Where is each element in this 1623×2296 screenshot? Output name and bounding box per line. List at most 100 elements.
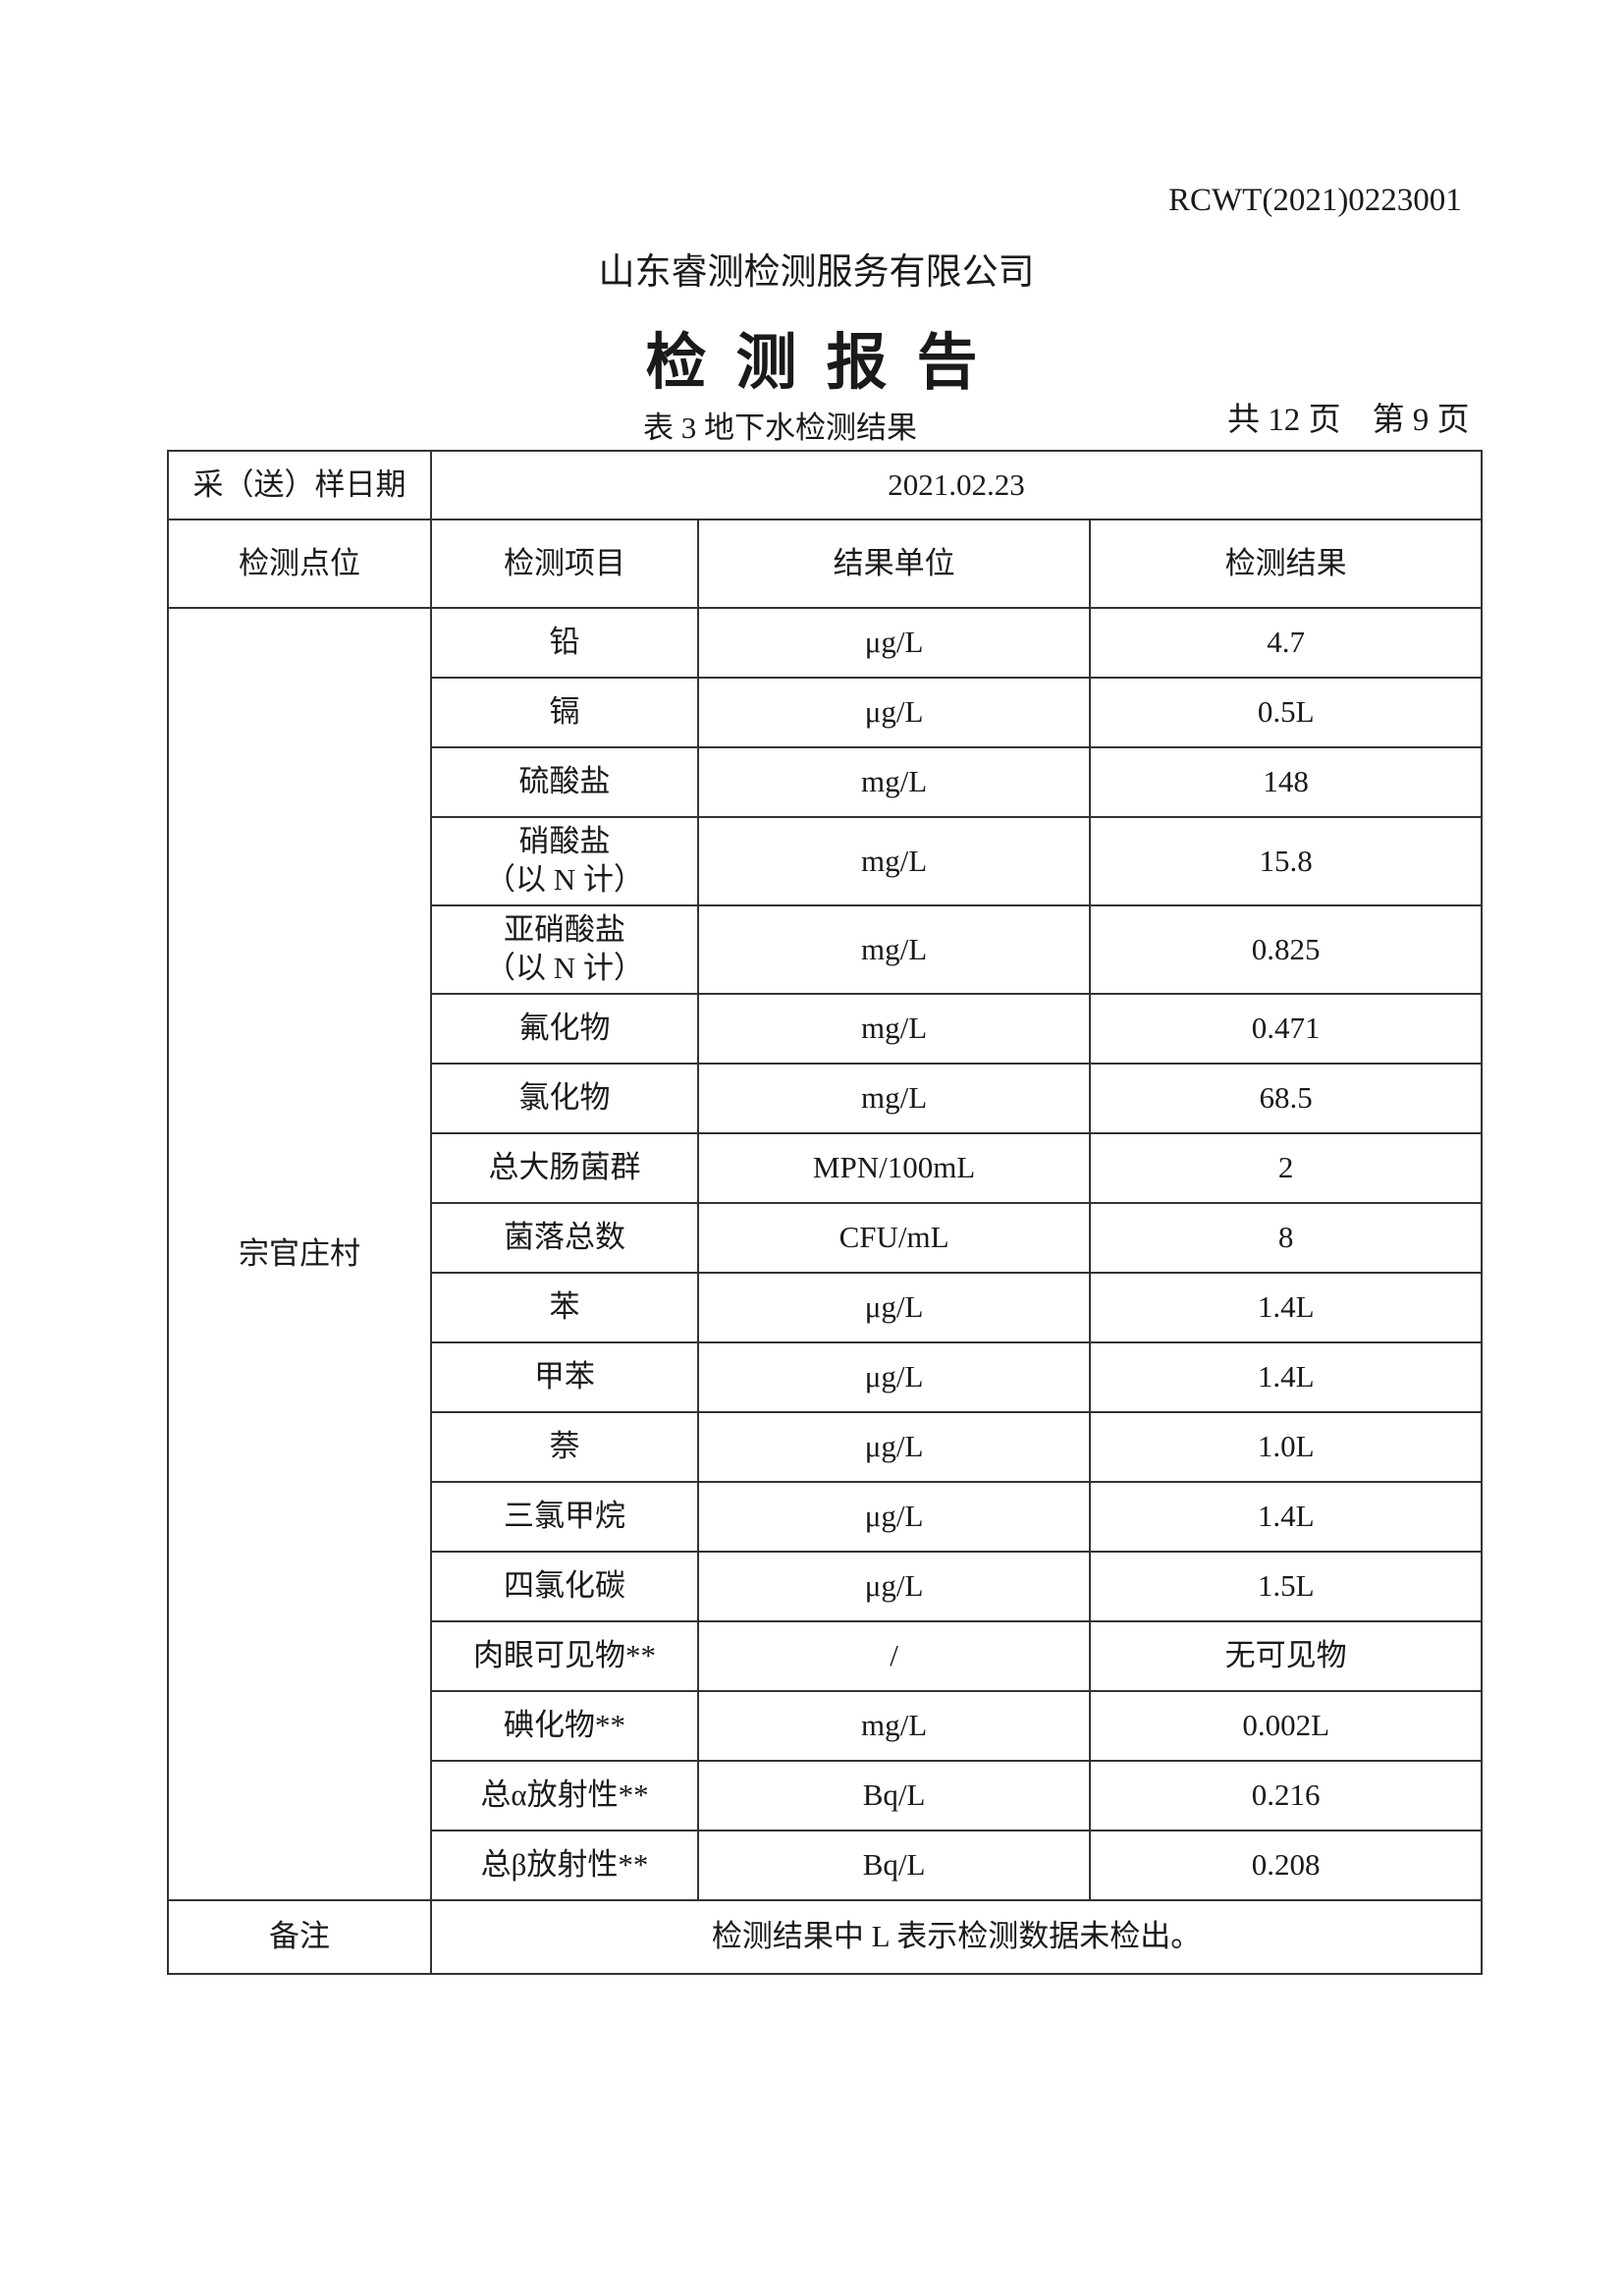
result-cell: 0.002L: [1089, 1690, 1483, 1762]
table-row: 总α放射性** Bq/L 0.216: [168, 1760, 1483, 1831]
report-number: RCWT(2021)0223001: [1168, 183, 1462, 218]
result-cell: 8: [1089, 1202, 1483, 1274]
unit-cell: μg/L: [696, 1481, 1092, 1553]
unit-cell: mg/L: [696, 816, 1092, 906]
item-name: 肉眼可见物**: [472, 1638, 656, 1673]
item-cell: 氟化物: [430, 993, 699, 1065]
remark-label: 备注: [166, 1899, 433, 1975]
item-name: 三氯甲烷: [503, 1499, 625, 1534]
item-name: 萘: [549, 1429, 580, 1464]
table-row: 氯化物 mg/L 68.5: [168, 1063, 1483, 1134]
item-cell: 碘化物**: [430, 1690, 699, 1762]
table-row: 总大肠菌群 MPN/100mL 2: [168, 1132, 1483, 1204]
result-cell: 1.0L: [1089, 1411, 1483, 1483]
company-name: 山东睿测检测服务有限公司: [598, 252, 1035, 293]
item-cell: 肉眼可见物**: [430, 1620, 699, 1692]
item-name: 硝酸盐: [518, 824, 611, 859]
item-cell: 硫酸盐: [430, 746, 699, 818]
result-cell: 0.5L: [1089, 677, 1483, 748]
item-name: 总大肠菌群: [488, 1150, 641, 1185]
result-cell: 15.8: [1089, 816, 1483, 906]
result-cell: 0.471: [1089, 993, 1483, 1065]
item-cell: 镉: [430, 677, 699, 748]
column-header-unit: 结果单位: [696, 519, 1092, 609]
item-name: 硫酸盐: [518, 764, 611, 799]
result-cell: 0.825: [1089, 904, 1483, 995]
item-name: 苯: [549, 1289, 580, 1325]
unit-cell: mg/L: [696, 993, 1092, 1065]
column-header-item: 检测项目: [430, 519, 699, 609]
unit-cell: mg/L: [696, 1063, 1092, 1134]
table-row: 三氯甲烷 μg/L 1.4L: [168, 1481, 1483, 1553]
result-cell: 2: [1089, 1132, 1483, 1204]
result-cell: 1.4L: [1089, 1481, 1483, 1553]
page-info: 共 12 页第 9 页: [1227, 393, 1470, 440]
unit-cell: mg/L: [696, 746, 1092, 818]
sampling-date-label: 采（送）样日期: [166, 450, 433, 520]
item-name: 四氯化碳: [503, 1568, 625, 1604]
item-cell: 四氯化碳: [430, 1551, 699, 1622]
table-row: 肉眼可见物** / 无可见物: [168, 1620, 1483, 1692]
item-cell: 总α放射性**: [430, 1760, 699, 1831]
item-name: 镉: [549, 694, 580, 730]
item-cell: 萘: [430, 1411, 699, 1483]
item-name: 氯化物: [518, 1080, 611, 1116]
result-cell: 68.5: [1089, 1063, 1483, 1134]
table-row: 硝酸盐 （以 N 计） mg/L 15.8: [168, 816, 1483, 906]
item-name: 氟化物: [518, 1011, 611, 1046]
result-cell: 1.5L: [1089, 1551, 1483, 1622]
result-cell: 0.208: [1089, 1830, 1483, 1901]
remark-text: 检测结果中 L 表示检测数据未检出。: [430, 1899, 1483, 1975]
unit-cell: CFU/mL: [696, 1202, 1092, 1274]
table-caption: 表 3 地下水检测结果: [643, 410, 917, 445]
unit-cell: μg/L: [696, 677, 1092, 748]
result-cell: 4.7: [1089, 607, 1483, 679]
results-table: 采（送）样日期 2021.02.23 检测点位 检测项目 结果单位 检测结果 宗…: [166, 450, 1483, 1975]
item-cell: 氯化物: [430, 1063, 699, 1134]
unit-cell: μg/L: [696, 1272, 1092, 1343]
result-cell: 0.216: [1089, 1760, 1483, 1831]
result-cell: 无可见物: [1089, 1620, 1483, 1692]
result-cell: 148: [1089, 746, 1483, 818]
table-row: 亚硝酸盐 （以 N 计） mg/L 0.825: [168, 904, 1483, 995]
total-pages: 共 12 页: [1227, 403, 1341, 438]
item-cell: 总大肠菌群: [430, 1132, 699, 1204]
result-cell: 1.4L: [1089, 1341, 1483, 1413]
unit-cell: Bq/L: [696, 1760, 1092, 1831]
item-note: （以 N 计）: [485, 951, 644, 985]
item-note: （以 N 计）: [485, 862, 644, 897]
column-header-site: 检测点位: [166, 519, 433, 609]
table-row: 宗官庄村铅 μg/L 4.7: [166, 607, 1483, 1901]
unit-cell: MPN/100mL: [696, 1132, 1092, 1204]
item-cell: 甲苯: [430, 1341, 699, 1413]
item-cell: 苯: [430, 1272, 699, 1343]
item-name: 亚硝酸盐: [503, 912, 625, 948]
table-row: 镉 μg/L 0.5L: [168, 677, 1483, 748]
item-cell: 菌落总数: [430, 1202, 699, 1274]
item-cell: 三氯甲烷: [430, 1481, 699, 1553]
table-row: 甲苯 μg/L 1.4L: [168, 1341, 1483, 1413]
sampling-date-row: 采（送）样日期 2021.02.23: [166, 450, 1483, 520]
unit-cell: μg/L: [696, 1341, 1092, 1413]
item-name: 菌落总数: [503, 1220, 625, 1255]
unit-cell: μg/L: [696, 607, 1092, 679]
table-row: 四氯化碳 μg/L 1.5L: [168, 1551, 1483, 1622]
result-cell: 1.4L: [1089, 1272, 1483, 1343]
unit-cell: μg/L: [696, 1411, 1092, 1483]
unit-cell: mg/L: [696, 1690, 1092, 1762]
item-name: 甲苯: [533, 1359, 595, 1394]
unit-cell: Bq/L: [696, 1830, 1092, 1901]
unit-cell: μg/L: [696, 1551, 1092, 1622]
unit-cell: mg/L: [696, 904, 1092, 995]
table-row: 氟化物 mg/L 0.471: [168, 993, 1483, 1065]
header-row: 检测点位 检测项目 结果单位 检测结果: [166, 519, 1483, 609]
current-page: 第 9 页: [1372, 403, 1470, 438]
item-cell: 亚硝酸盐 （以 N 计）: [430, 904, 699, 995]
table-row: 总β放射性** Bq/L 0.208: [168, 1830, 1483, 1901]
document-title: 检测报告: [645, 330, 1007, 397]
table-row: 碘化物** mg/L 0.002L: [168, 1690, 1483, 1762]
item-cell: 铅: [430, 607, 699, 679]
item-name: 总β放射性**: [480, 1847, 649, 1883]
item-cell: 总β放射性**: [430, 1830, 699, 1901]
item-name: 总α放射性**: [480, 1777, 649, 1813]
